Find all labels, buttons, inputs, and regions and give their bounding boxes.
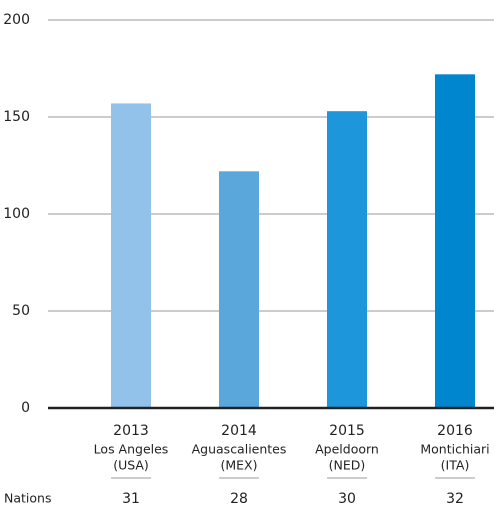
- country-label: (USA): [113, 458, 149, 473]
- x-tick-label: 2015: [329, 423, 365, 439]
- x-tick-label: 2013: [113, 423, 149, 439]
- nations-value: 32: [446, 491, 464, 507]
- country-label: (ITA): [441, 458, 470, 473]
- x-tick-label: 2014: [221, 423, 257, 439]
- y-tick-label: 100: [3, 206, 30, 222]
- nations-value: 28: [230, 491, 248, 507]
- bar: [111, 103, 151, 409]
- x-tick-label: 2016: [437, 423, 473, 439]
- bar: [327, 111, 367, 409]
- city-label: Los Angeles: [94, 442, 169, 457]
- country-label: (MEX): [221, 458, 258, 473]
- city-label: Aguascalientes: [192, 442, 287, 457]
- country-label: (NED): [329, 458, 366, 473]
- bar: [435, 74, 475, 408]
- nations-value: 31: [122, 491, 140, 507]
- nations-value: 30: [338, 491, 356, 507]
- nations-label: Nations: [4, 491, 51, 506]
- y-tick-label: 50: [12, 303, 30, 319]
- y-tick-label: 0: [21, 400, 30, 416]
- city-label: Montichiari: [420, 442, 489, 457]
- y-tick-label: 200: [3, 12, 30, 28]
- bar: [219, 171, 259, 408]
- y-tick-label: 150: [3, 109, 30, 125]
- city-label: Apeldoorn: [315, 442, 379, 457]
